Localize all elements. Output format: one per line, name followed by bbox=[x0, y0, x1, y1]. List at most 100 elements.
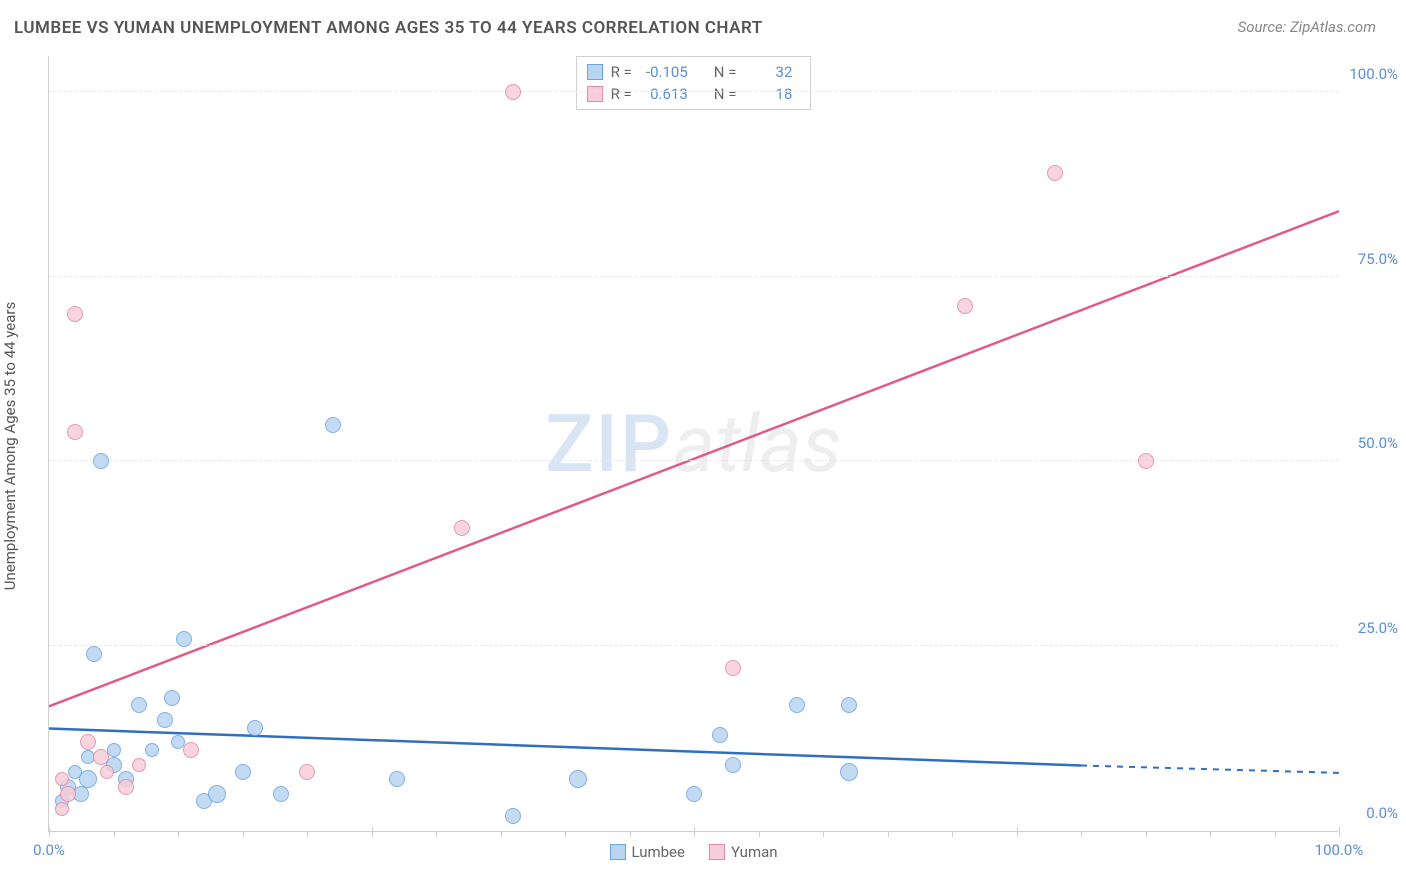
x-tick bbox=[565, 831, 566, 837]
data-point-lumbee bbox=[505, 808, 521, 824]
x-tick bbox=[823, 831, 824, 837]
y-tick-label: 75.0% bbox=[1342, 250, 1398, 268]
stats-r-value-lumbee: -0.105 bbox=[640, 61, 688, 83]
regression-lines bbox=[49, 56, 1339, 832]
data-point-lumbee bbox=[208, 785, 226, 803]
data-point-lumbee bbox=[841, 697, 857, 713]
data-point-yuman bbox=[132, 758, 146, 772]
data-point-lumbee bbox=[164, 690, 180, 706]
x-tick bbox=[630, 831, 631, 837]
data-point-lumbee bbox=[176, 631, 192, 647]
chart-plot-area: ZIPatlas R = -0.105 N = 32 R = 0.613 N =… bbox=[48, 56, 1338, 832]
data-point-lumbee bbox=[157, 712, 173, 728]
data-point-lumbee bbox=[725, 757, 741, 773]
legend-swatch-lumbee bbox=[609, 844, 625, 860]
y-tick-label: 100.0% bbox=[1342, 65, 1398, 83]
x-tick bbox=[694, 827, 695, 837]
data-point-lumbee bbox=[86, 646, 102, 662]
y-tick-label: 25.0% bbox=[1342, 619, 1398, 637]
x-tick bbox=[372, 827, 373, 837]
legend-swatch-yuman bbox=[709, 844, 725, 860]
data-point-lumbee bbox=[840, 763, 858, 781]
y-tick-label: 0.0% bbox=[1342, 804, 1398, 822]
data-point-yuman bbox=[299, 764, 315, 780]
legend-item-yuman: Yuman bbox=[709, 843, 778, 861]
stats-row-yuman: R = 0.613 N = 18 bbox=[587, 83, 793, 105]
legend-item-lumbee: Lumbee bbox=[609, 843, 685, 861]
data-point-lumbee bbox=[131, 697, 147, 713]
data-point-yuman bbox=[67, 424, 83, 440]
x-tick bbox=[114, 831, 115, 837]
x-tick-label-left: 0.0% bbox=[33, 841, 65, 859]
stats-r-label: R = bbox=[611, 61, 632, 83]
data-point-yuman bbox=[80, 734, 96, 750]
data-point-lumbee bbox=[273, 786, 289, 802]
x-tick bbox=[49, 827, 50, 837]
x-tick bbox=[178, 831, 179, 837]
data-point-yuman bbox=[93, 749, 109, 765]
swatch-yuman bbox=[587, 86, 603, 102]
legend-label-yuman: Yuman bbox=[731, 843, 778, 861]
x-tick-label-right: 100.0% bbox=[1315, 841, 1364, 859]
data-point-lumbee bbox=[145, 743, 159, 757]
x-tick bbox=[307, 831, 308, 837]
x-tick bbox=[1339, 827, 1340, 837]
gridline bbox=[49, 276, 1338, 277]
stats-n-label: N = bbox=[714, 83, 737, 105]
data-point-yuman bbox=[454, 520, 470, 536]
x-tick bbox=[243, 831, 244, 837]
stats-n-value-yuman: 18 bbox=[744, 83, 792, 105]
data-point-yuman bbox=[118, 779, 134, 795]
data-point-yuman bbox=[100, 765, 114, 779]
data-point-lumbee bbox=[247, 720, 263, 736]
data-point-lumbee bbox=[686, 786, 702, 802]
x-tick bbox=[1081, 831, 1082, 837]
data-point-lumbee bbox=[712, 727, 728, 743]
x-tick bbox=[1017, 827, 1018, 837]
gridline bbox=[49, 645, 1338, 646]
y-axis-label: Unemployment Among Ages 35 to 44 years bbox=[1, 302, 19, 590]
watermark-atlas: atlas bbox=[673, 397, 842, 491]
stats-r-value-yuman: 0.613 bbox=[640, 83, 688, 105]
x-tick bbox=[952, 831, 953, 837]
data-point-lumbee bbox=[789, 697, 805, 713]
data-point-lumbee bbox=[93, 453, 109, 469]
data-point-yuman bbox=[55, 802, 69, 816]
x-tick bbox=[1275, 831, 1276, 837]
x-tick bbox=[759, 831, 760, 837]
data-point-yuman bbox=[505, 84, 521, 100]
x-tick bbox=[501, 831, 502, 837]
data-point-lumbee bbox=[79, 770, 97, 788]
data-point-lumbee bbox=[389, 771, 405, 787]
data-point-yuman bbox=[55, 772, 69, 786]
data-point-yuman bbox=[725, 660, 741, 676]
data-point-lumbee bbox=[107, 743, 121, 757]
stats-n-label: N = bbox=[714, 61, 737, 83]
data-point-yuman bbox=[957, 298, 973, 314]
source-attribution: Source: ZipAtlas.com bbox=[1238, 18, 1376, 36]
data-point-yuman bbox=[1138, 453, 1154, 469]
data-point-lumbee bbox=[325, 417, 341, 433]
data-point-lumbee bbox=[235, 764, 251, 780]
stats-box: R = -0.105 N = 32 R = 0.613 N = 18 bbox=[576, 56, 812, 110]
data-point-lumbee bbox=[569, 770, 587, 788]
data-point-yuman bbox=[60, 786, 76, 802]
stats-n-value-lumbee: 32 bbox=[744, 61, 792, 83]
data-point-yuman bbox=[1047, 165, 1063, 181]
legend-label-lumbee: Lumbee bbox=[631, 843, 685, 861]
watermark: ZIPatlas bbox=[545, 397, 842, 491]
header-row: LUMBEE VS YUMAN UNEMPLOYMENT AMONG AGES … bbox=[0, 0, 1406, 48]
stats-row-lumbee: R = -0.105 N = 32 bbox=[587, 61, 793, 83]
bottom-legend: Lumbee Yuman bbox=[609, 843, 777, 861]
swatch-lumbee bbox=[587, 64, 603, 80]
x-tick bbox=[436, 831, 437, 837]
data-point-yuman bbox=[183, 742, 199, 758]
y-tick-label: 50.0% bbox=[1342, 434, 1398, 452]
stats-r-label: R = bbox=[611, 83, 632, 105]
chart-title: LUMBEE VS YUMAN UNEMPLOYMENT AMONG AGES … bbox=[14, 18, 763, 38]
gridline bbox=[49, 91, 1338, 92]
data-point-yuman bbox=[67, 306, 83, 322]
x-tick bbox=[888, 831, 889, 837]
x-tick bbox=[1146, 831, 1147, 837]
watermark-zip: ZIP bbox=[545, 397, 673, 491]
